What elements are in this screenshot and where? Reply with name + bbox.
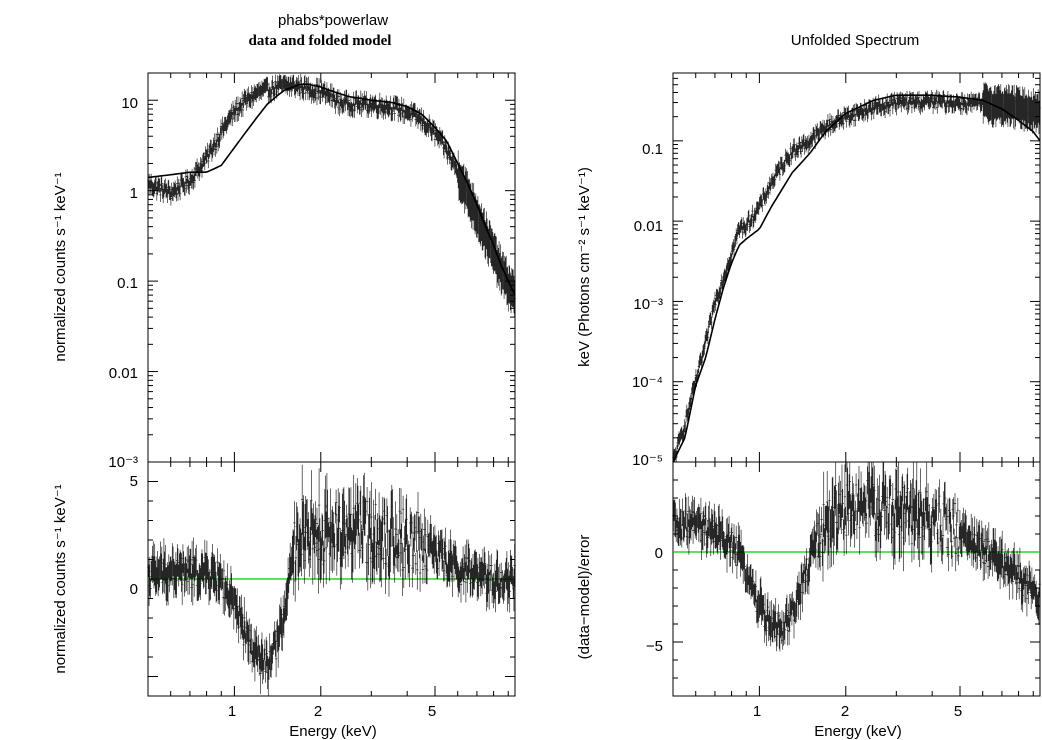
left-top-frame (147, 72, 516, 463)
data-points (147, 464, 516, 696)
left-top-ticks (148, 72, 515, 463)
left-title: phabs*powerlaw (278, 12, 388, 29)
left-top-ytick-1: 1 (130, 185, 138, 202)
left-top-plot-area (147, 73, 516, 318)
left-bottom-ytick-0: 0 (130, 581, 138, 598)
right-top-ylabel: keV (Photons cm⁻² s⁻¹ keV⁻¹) (576, 167, 593, 367)
model-curve (147, 83, 516, 296)
left-xtick-5: 5 (428, 703, 436, 720)
left-top-ytick-1e-3: 10⁻³ (108, 454, 138, 471)
right-top-plot-area (672, 82, 1041, 463)
left-bottom-ytick-5: 5 (130, 473, 138, 490)
right-top-ticks (673, 73, 1040, 463)
left-top-ytick-0.1: 0.1 (117, 275, 138, 292)
right-bottom-ytick-minus5: −5 (646, 638, 663, 655)
right-xtick-2: 2 (841, 703, 849, 720)
right-bottom-panel: 0 −5 (data−model)/error 1 2 5 Energy (ke… (576, 461, 1041, 740)
left-xtick-1: 1 (228, 703, 236, 720)
left-top-ytick-0.01: 0.01 (109, 365, 138, 382)
right-xlabel: Energy (keV) (814, 723, 902, 740)
right-xtick-1: 1 (753, 703, 761, 720)
right-bottom-frame (672, 461, 1041, 697)
data-points (672, 462, 1041, 652)
left-xlabel: Energy (keV) (289, 723, 377, 740)
left-subtitle: data and folded model (249, 33, 392, 49)
right-bottom-ticks (673, 461, 1040, 697)
left-top-ytick-10: 10 (121, 95, 138, 112)
left-bottom-panel: 5 0 normalized counts s⁻¹ keV⁻¹ 1 2 5 En… (52, 461, 516, 740)
right-top-ytick-0.1: 0.1 (642, 141, 663, 158)
left-bottom-ylabel: normalized counts s⁻¹ keV⁻¹ (52, 484, 69, 673)
data-points (147, 73, 516, 318)
left-xtick-2: 2 (314, 703, 322, 720)
right-top-ytick-1e-5: 10⁻⁵ (632, 452, 663, 469)
right-top-ytick-1e-4: 10⁻⁴ (632, 374, 663, 391)
right-bottom-ylabel: (data−model)/error (576, 535, 593, 660)
left-bottom-plot-area (147, 464, 516, 696)
right-top-ytick-0.01: 0.01 (634, 218, 663, 235)
data-points (672, 82, 1041, 462)
right-title: Unfolded Spectrum (791, 32, 919, 49)
right-xtick-5: 5 (954, 703, 962, 720)
right-bottom-ytick-0: 0 (655, 545, 663, 562)
left-top-ylabel: normalized counts s⁻¹ keV⁻¹ (52, 172, 69, 361)
right-top-ytick-1e-3: 10⁻³ (633, 296, 663, 313)
right-top-panel: 0.1 0.01 10⁻³ 10⁻⁴ 10⁻⁵ keV (Photons cm⁻… (576, 72, 1041, 469)
left-top-panel: 10 1 0.1 0.01 10⁻³ normalized counts s⁻¹… (52, 72, 516, 471)
right-bottom-plot-area (672, 462, 1041, 652)
model-curve (672, 94, 1041, 463)
